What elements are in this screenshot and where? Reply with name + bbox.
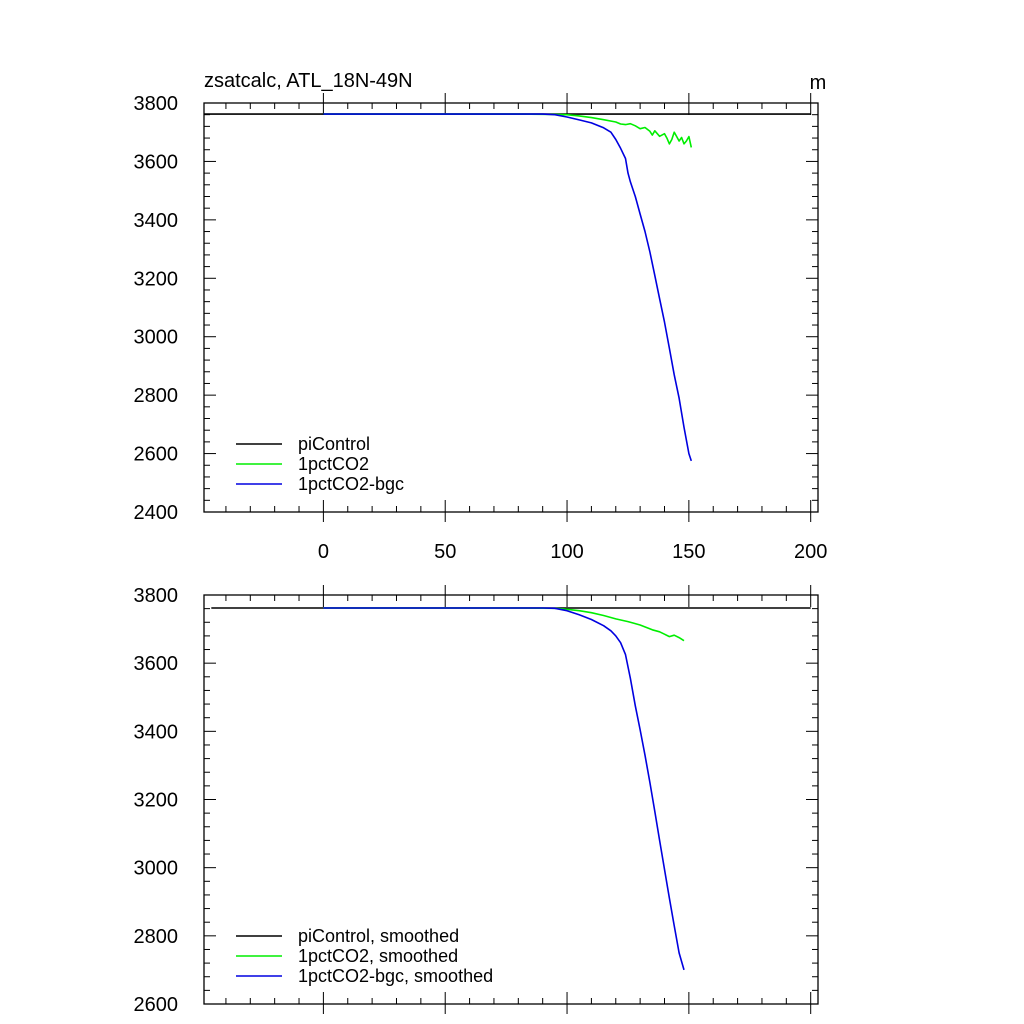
x-tick-label: 100 xyxy=(550,541,583,563)
y-tick-label: 2600 xyxy=(134,444,179,466)
series-line xyxy=(323,607,685,642)
y-tick-label: 3600 xyxy=(134,653,179,675)
y-tick-label: 3600 xyxy=(134,151,179,173)
y-tick-label: 3800 xyxy=(134,93,179,115)
x-tick-label: 150 xyxy=(672,541,705,563)
x-tick-label: 50 xyxy=(434,541,456,563)
plot-frame xyxy=(203,594,819,1005)
x-tick-label: 200 xyxy=(794,541,827,563)
legend-label: 1pctCO2-bgc xyxy=(298,474,404,494)
x-tick-label: 0 xyxy=(318,541,329,563)
chart-title: zsatcalc, ATL_18N-49N xyxy=(204,70,413,92)
y-tick-label: 3000 xyxy=(134,327,179,349)
y-tick-label: 2400 xyxy=(134,502,179,524)
y-tick-label: 3200 xyxy=(134,268,179,290)
y-tick-label: 3000 xyxy=(134,858,179,880)
y-tick-label: 3400 xyxy=(134,210,179,232)
y-tick-label: 3200 xyxy=(134,790,179,812)
series-line xyxy=(323,113,693,462)
y-tick-label: 3400 xyxy=(134,721,179,743)
y-tick-label: 2800 xyxy=(134,926,179,948)
plot-frame xyxy=(203,102,819,513)
y-tick-label: 2600 xyxy=(134,994,179,1016)
series-line xyxy=(323,113,693,148)
legend-label: 1pctCO2 xyxy=(298,454,369,474)
series-line xyxy=(323,607,685,971)
legend-label: piControl xyxy=(298,434,370,454)
legend-label: 1pctCO2, smoothed xyxy=(298,946,458,966)
legend-label: piControl, smoothed xyxy=(298,926,459,946)
y-tick-label: 2800 xyxy=(134,385,179,407)
legend-label: 1pctCO2-bgc, smoothed xyxy=(298,966,493,986)
y-tick-label: 3800 xyxy=(134,585,179,607)
units-label: m xyxy=(810,72,827,94)
top-panel: 2400 2600 2800 3000 3200 3400 3600 3800 0 50 100 15… xyxy=(134,70,828,563)
bottom-panel: 2600 2800 3000 3200 3400 3600 3800 piControl, s… xyxy=(134,585,819,1016)
